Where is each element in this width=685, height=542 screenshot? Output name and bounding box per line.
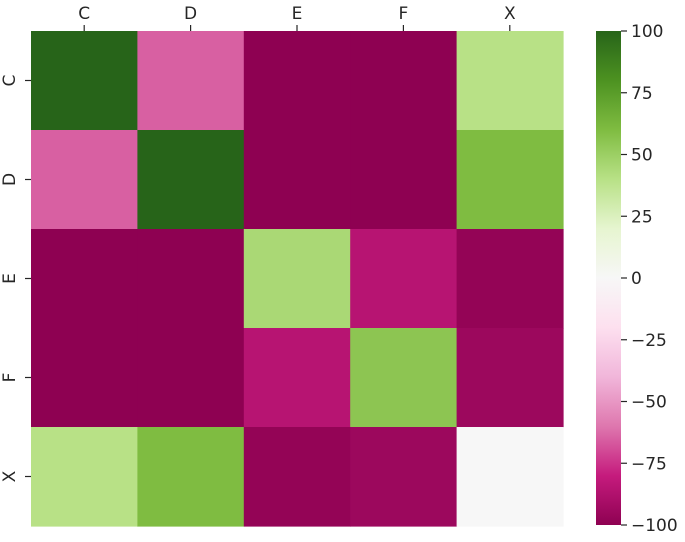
heatmap-cell-C-F [350,31,458,131]
y-tick-label: D [0,173,20,186]
colorbar: 100 75 50 25 0 −25 −50 −75 −100 [596,22,678,536]
heatmap-cell-D-C [31,130,138,230]
colorbar-tick-label: −25 [631,331,667,351]
heatmap-cell-X-C [31,427,138,527]
x-tick-label: X [504,4,516,24]
colorbar-tick-label: 0 [631,269,642,289]
heatmap-cell-E-D [137,229,245,329]
heatmap-cell-F-X [456,328,564,428]
heatmap-cell-X-X [456,427,564,527]
x-tick-label: D [184,4,197,24]
colorbar-tick-label: 75 [631,84,653,104]
heatmap-cell-D-X [456,130,564,230]
x-tick-label: E [292,4,303,24]
colorbar-gradient [596,31,621,525]
heatmap-cell-X-E [243,427,351,527]
colorbar-tick-label: −50 [631,393,667,413]
heatmap-cell-F-E [243,328,351,428]
y-tick-label: X [0,470,20,482]
colorbar-tick-label: 25 [631,207,653,227]
colorbar-tick-label: 50 [631,146,653,166]
heatmap-cell-C-E [243,31,351,131]
colorbar-tick-label: 100 [631,22,663,42]
y-tick-label: E [0,273,20,284]
heatmap-cell-F-C [31,328,138,428]
heatmap-cell-E-E [243,229,351,329]
heatmap-cell-C-X [456,31,564,131]
heatmap-cell-D-D [137,130,245,230]
y-tick-label: F [0,373,20,383]
heatmap-cell-C-C [31,31,138,131]
heatmap-cell-F-D [137,328,245,428]
heatmap-cell-E-C [31,229,138,329]
x-tick-label: F [399,4,409,24]
heatmap-cell-E-X [456,229,564,329]
heatmap-cell-X-D [137,427,245,527]
heatmap-cell-D-E [243,130,351,230]
heatmap-cell-C-D [137,31,245,131]
heatmap-cell-F-F [350,328,458,428]
heatmap-cell-X-F [350,427,458,527]
colorbar-tick-label: −100 [631,516,678,536]
colorbar-tick-label: −75 [631,454,667,474]
y-axis: C D E F X [0,75,31,482]
heatmap-cell-E-F [350,229,458,329]
y-tick-label: C [0,75,20,87]
x-tick-label: C [78,4,90,24]
heatmap-cell-D-F [350,130,458,230]
heatmap-cells [31,31,564,527]
